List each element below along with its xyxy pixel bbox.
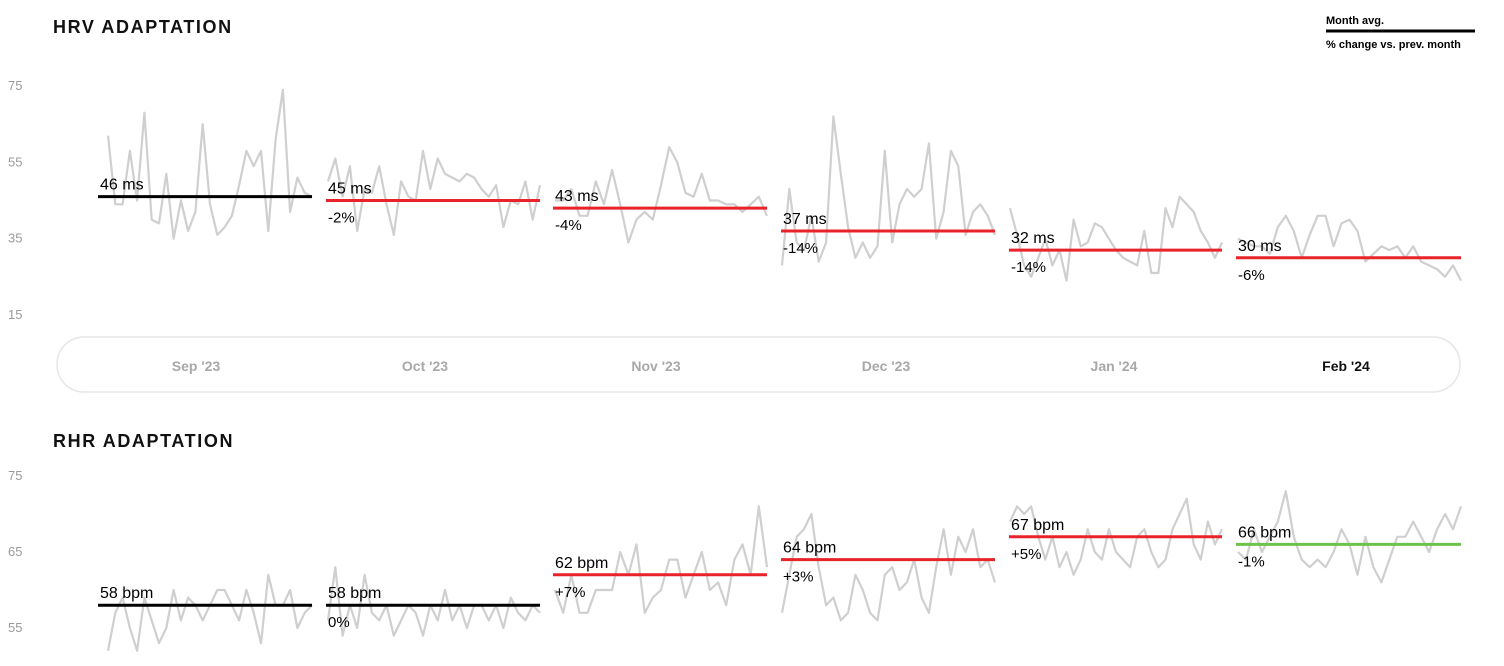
hrv-y-tick: 55 [8,154,22,169]
hrv-month-avg-label: 45 ms [328,181,372,198]
timeline-month-1[interactable]: Oct '23 [402,358,448,374]
rhr-month-avg-label: 58 bpm [328,585,381,602]
hrv-y-tick: 75 [8,78,22,93]
hrv-daily-line [106,88,313,240]
rhr-daily-line [1009,497,1223,576]
hrv-y-tick: 35 [8,231,22,246]
rhr-y-axis: 75 65 55 [8,468,22,635]
rhr-month-avg-label: 62 bpm [555,555,608,572]
hrv-month-avg-label: 32 ms [1011,230,1055,247]
timeline-month-0[interactable]: Sep '23 [172,358,221,374]
rhr-month-avg-label: 67 bpm [1011,517,1064,534]
hrv-daily-line [1237,214,1462,282]
timeline-month-4[interactable]: Jan '24 [1091,358,1138,374]
hrv-month-change-label: -4% [555,217,582,234]
hrv-month-avg-label: 46 ms [100,177,144,194]
timeline-month-2[interactable]: Nov '23 [631,358,680,374]
hrv-daily-line [780,115,997,266]
hrv-month-avg-label: 37 ms [783,211,827,228]
hrv-y-tick: 15 [8,307,22,322]
legend-change-label: % change vs. prev. month [1326,39,1461,51]
month-timeline[interactable]: Sep '23 Oct '23 Nov '23 Dec '23 Jan '24 Feb '… [56,336,1461,393]
rhr-month-change-label: +5% [1011,546,1041,563]
timeline-month-5[interactable]: Feb '24 [1322,358,1370,374]
hrv-monthly-averages: 46 ms 45 ms -2% 43 ms -4% 37 ms -14% 32 ms -14% 3… [98,177,1461,284]
timeline-pill [56,336,1461,393]
rhr-month-avg-label: 64 bpm [783,540,836,557]
rhr-month-change-label: +3% [783,569,813,586]
hrv-daily-line [555,146,769,244]
rhr-y-tick: 75 [8,468,22,483]
hrv-section-title: HRV ADAPTATION [53,17,233,37]
rhr-daily-line [326,566,541,637]
hrv-month-change-label: -14% [1011,259,1046,276]
legend: Month avg. % change vs. prev. month [1326,15,1475,51]
hrv-y-axis: 75 55 35 15 [8,78,22,322]
hrv-daily-line [326,149,542,236]
timeline-month-3[interactable]: Dec '23 [862,358,911,374]
rhr-y-tick: 65 [8,544,22,559]
rhr-month-change-label: +7% [555,584,585,601]
rhr-section-title: RHR ADAPTATION [53,431,234,451]
rhr-y-tick: 55 [8,620,22,635]
legend-avg-label: Month avg. [1326,15,1384,27]
rhr-month-avg-label: 66 bpm [1238,524,1291,541]
rhr-month-change-label: 0% [328,614,350,631]
rhr-month-avg-label: 58 bpm [100,585,153,602]
hrv-month-avg-label: 30 ms [1238,238,1282,255]
hrv-month-change-label: -6% [1238,267,1265,284]
hrv-month-change-label: -14% [783,240,818,257]
rhr-monthly-averages: 58 bpm 58 bpm 0% 62 bpm +7% 64 bpm +3% 67 bpm +5… [98,517,1461,631]
hrv-month-change-label: -2% [328,210,355,227]
hrv-month-avg-label: 43 ms [555,188,599,205]
rhr-daily-line [780,512,997,622]
rhr-month-change-label: -1% [1238,553,1265,570]
